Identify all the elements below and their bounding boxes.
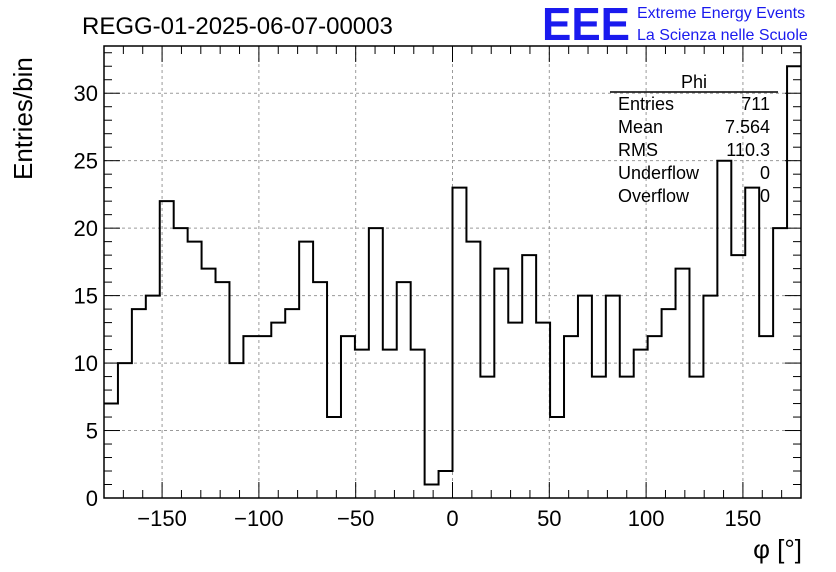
histogram-bin bbox=[355, 350, 369, 498]
eee-logo: EEE Extreme Energy Events La Scienza nel… bbox=[542, 0, 808, 50]
histogram-bin bbox=[257, 336, 271, 498]
histogram-bin bbox=[271, 323, 285, 498]
x-axis-title: φ [°] bbox=[753, 534, 802, 564]
histogram-bin bbox=[564, 336, 578, 498]
histogram-bin bbox=[717, 161, 731, 498]
histogram-bin bbox=[648, 336, 662, 498]
histogram-bin bbox=[313, 282, 327, 498]
histogram-bin bbox=[411, 350, 425, 498]
histogram-bin bbox=[703, 296, 717, 498]
histogram-bin bbox=[466, 242, 480, 498]
stats-underflow-label: Underflow bbox=[618, 163, 700, 183]
y-tick-label: 15 bbox=[74, 284, 98, 309]
histogram-bin bbox=[731, 255, 745, 498]
stats-box-name: Phi bbox=[681, 72, 707, 92]
histogram-bin bbox=[104, 404, 118, 498]
histogram-bin bbox=[550, 417, 564, 498]
y-axis: 0 5 10 15 20 25 30 bbox=[74, 52, 801, 511]
histogram-bin bbox=[745, 188, 759, 498]
histogram-bin bbox=[369, 228, 383, 498]
histogram-bin bbox=[397, 282, 411, 498]
x-tick-label: 100 bbox=[628, 506, 665, 531]
stats-rms-value: 110.3 bbox=[726, 140, 770, 160]
histogram-bin bbox=[341, 336, 355, 498]
stats-entries-value: 711 bbox=[741, 94, 770, 114]
histogram-bin bbox=[439, 471, 453, 498]
x-axis: −150 −100 −50 0 50 100 150 bbox=[103, 46, 802, 531]
stats-underflow-value: 0 bbox=[760, 163, 770, 183]
histogram-bin bbox=[536, 323, 550, 498]
histogram-bin bbox=[494, 269, 508, 498]
stats-mean-label: Mean bbox=[618, 117, 663, 137]
histogram-bin bbox=[132, 309, 146, 498]
histogram-bin bbox=[160, 201, 174, 498]
histogram-bin bbox=[480, 377, 494, 498]
y-tick-label: 0 bbox=[86, 486, 98, 511]
histogram-bin bbox=[216, 282, 230, 498]
histogram-bin bbox=[592, 377, 606, 498]
histogram-bin bbox=[606, 296, 620, 498]
histogram-bin bbox=[453, 188, 467, 498]
stats-entries-label: Entries bbox=[618, 94, 674, 114]
stats-mean-value: 7.564 bbox=[725, 117, 770, 137]
y-tick-label: 25 bbox=[74, 149, 98, 174]
stats-rms-label: RMS bbox=[618, 140, 658, 160]
histogram-bin bbox=[773, 228, 787, 498]
y-tick-label: 5 bbox=[86, 419, 98, 444]
histogram-bin bbox=[578, 296, 592, 498]
chart-title: REGG-01-2025-06-07-00003 bbox=[82, 13, 393, 40]
histogram-bin bbox=[425, 485, 439, 498]
histogram-bin bbox=[146, 296, 160, 498]
stats-overflow-value: 0 bbox=[760, 186, 770, 206]
y-axis-title: Entries/bin bbox=[8, 57, 38, 180]
x-tick-label: 0 bbox=[446, 506, 458, 531]
histogram-bin bbox=[676, 269, 690, 498]
x-tick-label: 150 bbox=[725, 506, 762, 531]
y-tick-label: 30 bbox=[74, 81, 98, 106]
x-tick-label: −100 bbox=[234, 506, 284, 531]
histogram-outline bbox=[104, 65, 801, 486]
stats-overflow-label: Overflow bbox=[618, 186, 690, 206]
x-tick-label: 50 bbox=[537, 506, 561, 531]
histogram-bin bbox=[118, 363, 132, 498]
eee-logo-line1: Extreme Energy Events bbox=[637, 5, 805, 22]
histogram-bin bbox=[383, 350, 397, 498]
histogram-bin bbox=[299, 242, 313, 498]
histogram-bin bbox=[522, 255, 536, 498]
stats-box: Phi Entries 711 Mean 7.564 RMS 110.3 Und… bbox=[610, 72, 778, 206]
x-tick-label: −50 bbox=[337, 506, 374, 531]
histogram-bin bbox=[188, 242, 202, 498]
eee-logo-mark: EEE bbox=[542, 0, 630, 50]
histogram-bin bbox=[662, 309, 676, 498]
histogram-bin bbox=[634, 350, 648, 498]
histogram-bin bbox=[689, 377, 703, 498]
histogram-bin bbox=[229, 363, 243, 498]
y-tick-label: 20 bbox=[74, 216, 98, 241]
y-tick-label: 10 bbox=[74, 351, 98, 376]
histogram-bin bbox=[285, 309, 299, 498]
histogram-bin bbox=[327, 417, 341, 498]
x-tick-label: −150 bbox=[137, 506, 187, 531]
histogram-bin bbox=[620, 377, 634, 498]
histogram-bin bbox=[759, 336, 773, 498]
eee-logo-line2: La Scienza nelle Scuole bbox=[637, 27, 808, 44]
histogram-bin bbox=[174, 228, 188, 498]
histogram-bin bbox=[508, 323, 522, 498]
histogram-bin bbox=[243, 336, 257, 498]
histogram-bin bbox=[202, 269, 216, 498]
